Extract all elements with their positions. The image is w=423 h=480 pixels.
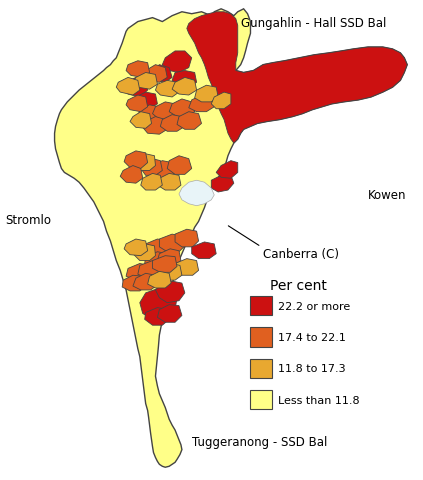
Polygon shape bbox=[177, 112, 201, 130]
Polygon shape bbox=[169, 100, 195, 117]
Polygon shape bbox=[157, 305, 182, 323]
Polygon shape bbox=[159, 264, 182, 281]
Polygon shape bbox=[156, 282, 185, 303]
Polygon shape bbox=[120, 166, 143, 184]
Polygon shape bbox=[195, 86, 218, 103]
Polygon shape bbox=[126, 264, 151, 281]
Polygon shape bbox=[124, 240, 148, 256]
Polygon shape bbox=[145, 308, 169, 325]
Text: Stromlo: Stromlo bbox=[5, 214, 52, 227]
Polygon shape bbox=[143, 65, 167, 83]
Text: 17.4 to 22.1: 17.4 to 22.1 bbox=[278, 332, 346, 342]
Text: Less than 11.8: Less than 11.8 bbox=[278, 395, 360, 405]
Polygon shape bbox=[145, 252, 169, 269]
Polygon shape bbox=[153, 161, 175, 179]
Polygon shape bbox=[150, 65, 172, 83]
Polygon shape bbox=[216, 161, 238, 179]
Polygon shape bbox=[157, 174, 181, 191]
Polygon shape bbox=[126, 61, 150, 78]
Polygon shape bbox=[146, 240, 172, 257]
Polygon shape bbox=[212, 93, 231, 109]
Polygon shape bbox=[126, 96, 148, 112]
Polygon shape bbox=[157, 249, 181, 266]
Polygon shape bbox=[133, 274, 157, 290]
Polygon shape bbox=[141, 159, 162, 176]
Polygon shape bbox=[192, 242, 216, 259]
Polygon shape bbox=[187, 13, 407, 144]
Polygon shape bbox=[160, 115, 185, 132]
Polygon shape bbox=[138, 106, 162, 122]
Polygon shape bbox=[134, 155, 156, 171]
Polygon shape bbox=[162, 52, 192, 73]
Polygon shape bbox=[175, 230, 198, 247]
Polygon shape bbox=[172, 72, 197, 88]
Text: Canberra (C): Canberra (C) bbox=[263, 247, 339, 260]
Polygon shape bbox=[156, 81, 179, 98]
Bar bbox=[250, 296, 272, 316]
Polygon shape bbox=[148, 272, 171, 288]
Text: Per cent: Per cent bbox=[270, 278, 327, 293]
Polygon shape bbox=[133, 73, 157, 90]
Polygon shape bbox=[55, 10, 407, 467]
Text: 11.8 to 17.3: 11.8 to 17.3 bbox=[278, 363, 346, 373]
Polygon shape bbox=[175, 259, 198, 276]
Polygon shape bbox=[140, 288, 177, 320]
Polygon shape bbox=[153, 103, 177, 120]
Bar bbox=[250, 390, 272, 409]
Polygon shape bbox=[167, 156, 192, 175]
Polygon shape bbox=[134, 244, 156, 261]
Bar bbox=[250, 327, 272, 347]
Polygon shape bbox=[124, 152, 148, 169]
Polygon shape bbox=[133, 93, 157, 110]
Text: Kowen: Kowen bbox=[368, 189, 407, 202]
Polygon shape bbox=[123, 78, 148, 98]
Polygon shape bbox=[122, 276, 146, 291]
Polygon shape bbox=[179, 181, 214, 206]
Polygon shape bbox=[153, 256, 177, 273]
Polygon shape bbox=[130, 112, 151, 129]
Polygon shape bbox=[116, 78, 140, 96]
Text: Tuggeranong - SSD Bal: Tuggeranong - SSD Bal bbox=[192, 435, 327, 448]
Polygon shape bbox=[143, 117, 167, 135]
Polygon shape bbox=[138, 261, 164, 278]
Bar bbox=[250, 359, 272, 378]
Polygon shape bbox=[159, 235, 185, 252]
Polygon shape bbox=[189, 96, 214, 112]
Text: Gungahlin - Hall SSD Bal: Gungahlin - Hall SSD Bal bbox=[241, 17, 386, 30]
Polygon shape bbox=[141, 174, 162, 191]
Text: 22.2 or more: 22.2 or more bbox=[278, 301, 350, 311]
Polygon shape bbox=[212, 176, 234, 192]
Polygon shape bbox=[172, 78, 197, 96]
